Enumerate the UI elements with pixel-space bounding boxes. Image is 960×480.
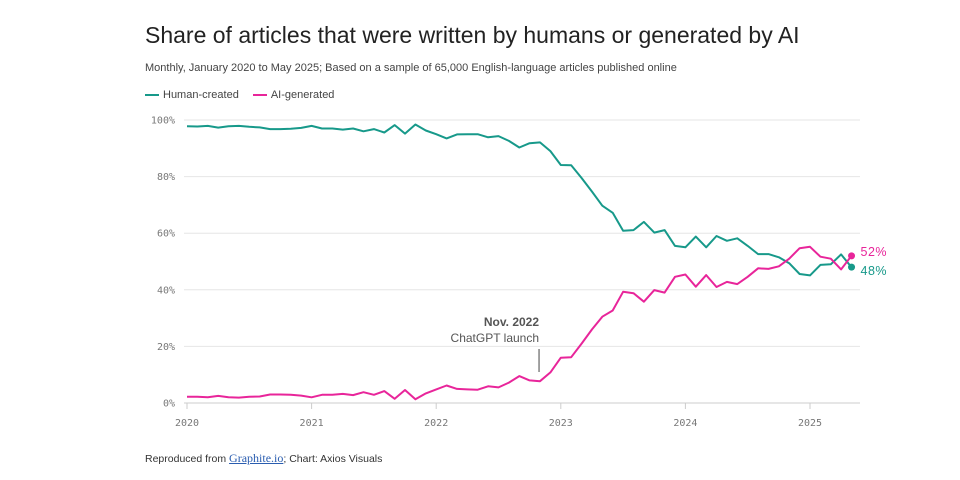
annotation-title: Nov. 2022 xyxy=(484,315,539,329)
source-prefix: Reproduced from xyxy=(145,453,230,465)
legend-label-ai: AI-generated xyxy=(270,89,335,101)
y-tick-label: 0% xyxy=(163,399,175,410)
chart-subtitle: Monthly, January 2020 to May 2025; Based… xyxy=(145,62,677,74)
series-line-ai xyxy=(187,245,853,401)
y-tick-label: 80% xyxy=(157,172,175,183)
x-tick-label: 2020 xyxy=(175,418,199,429)
graphite-link[interactable]: Graphite.io xyxy=(229,451,284,465)
series-line-human xyxy=(186,123,853,277)
x-tick-label: 2023 xyxy=(549,418,573,429)
x-tick-label: 2024 xyxy=(673,418,697,429)
y-tick-label: 20% xyxy=(157,342,175,353)
end-point-ai xyxy=(848,252,856,260)
x-tick-label: 2022 xyxy=(424,418,448,429)
legend-item-human: Human-created xyxy=(145,89,239,101)
y-tick-label: 40% xyxy=(157,285,175,296)
x-tick-label: 2025 xyxy=(798,418,822,429)
legend: Human-created AI-generated xyxy=(145,89,334,101)
chart-title: Share of articles that were written by h… xyxy=(145,22,800,48)
x-tick-label: 2021 xyxy=(300,418,324,429)
y-tick-label: 60% xyxy=(157,229,175,240)
legend-swatch-human xyxy=(145,94,159,96)
legend-swatch-ai xyxy=(252,94,267,96)
end-point-human xyxy=(848,263,856,271)
y-tick-label: 100% xyxy=(151,116,175,127)
source-suffix: ; Chart: Axios Visuals xyxy=(283,453,383,465)
end-label-ai: 52% xyxy=(861,245,888,259)
annotation-text: ChatGPT launch xyxy=(451,331,540,345)
legend-item-ai: AI-generated xyxy=(252,89,335,101)
end-label-human: 48% xyxy=(861,264,888,278)
legend-label-human: Human-created xyxy=(163,89,239,101)
source-note: Reproduced from Graphite.io; Chart: Axio… xyxy=(145,451,382,466)
